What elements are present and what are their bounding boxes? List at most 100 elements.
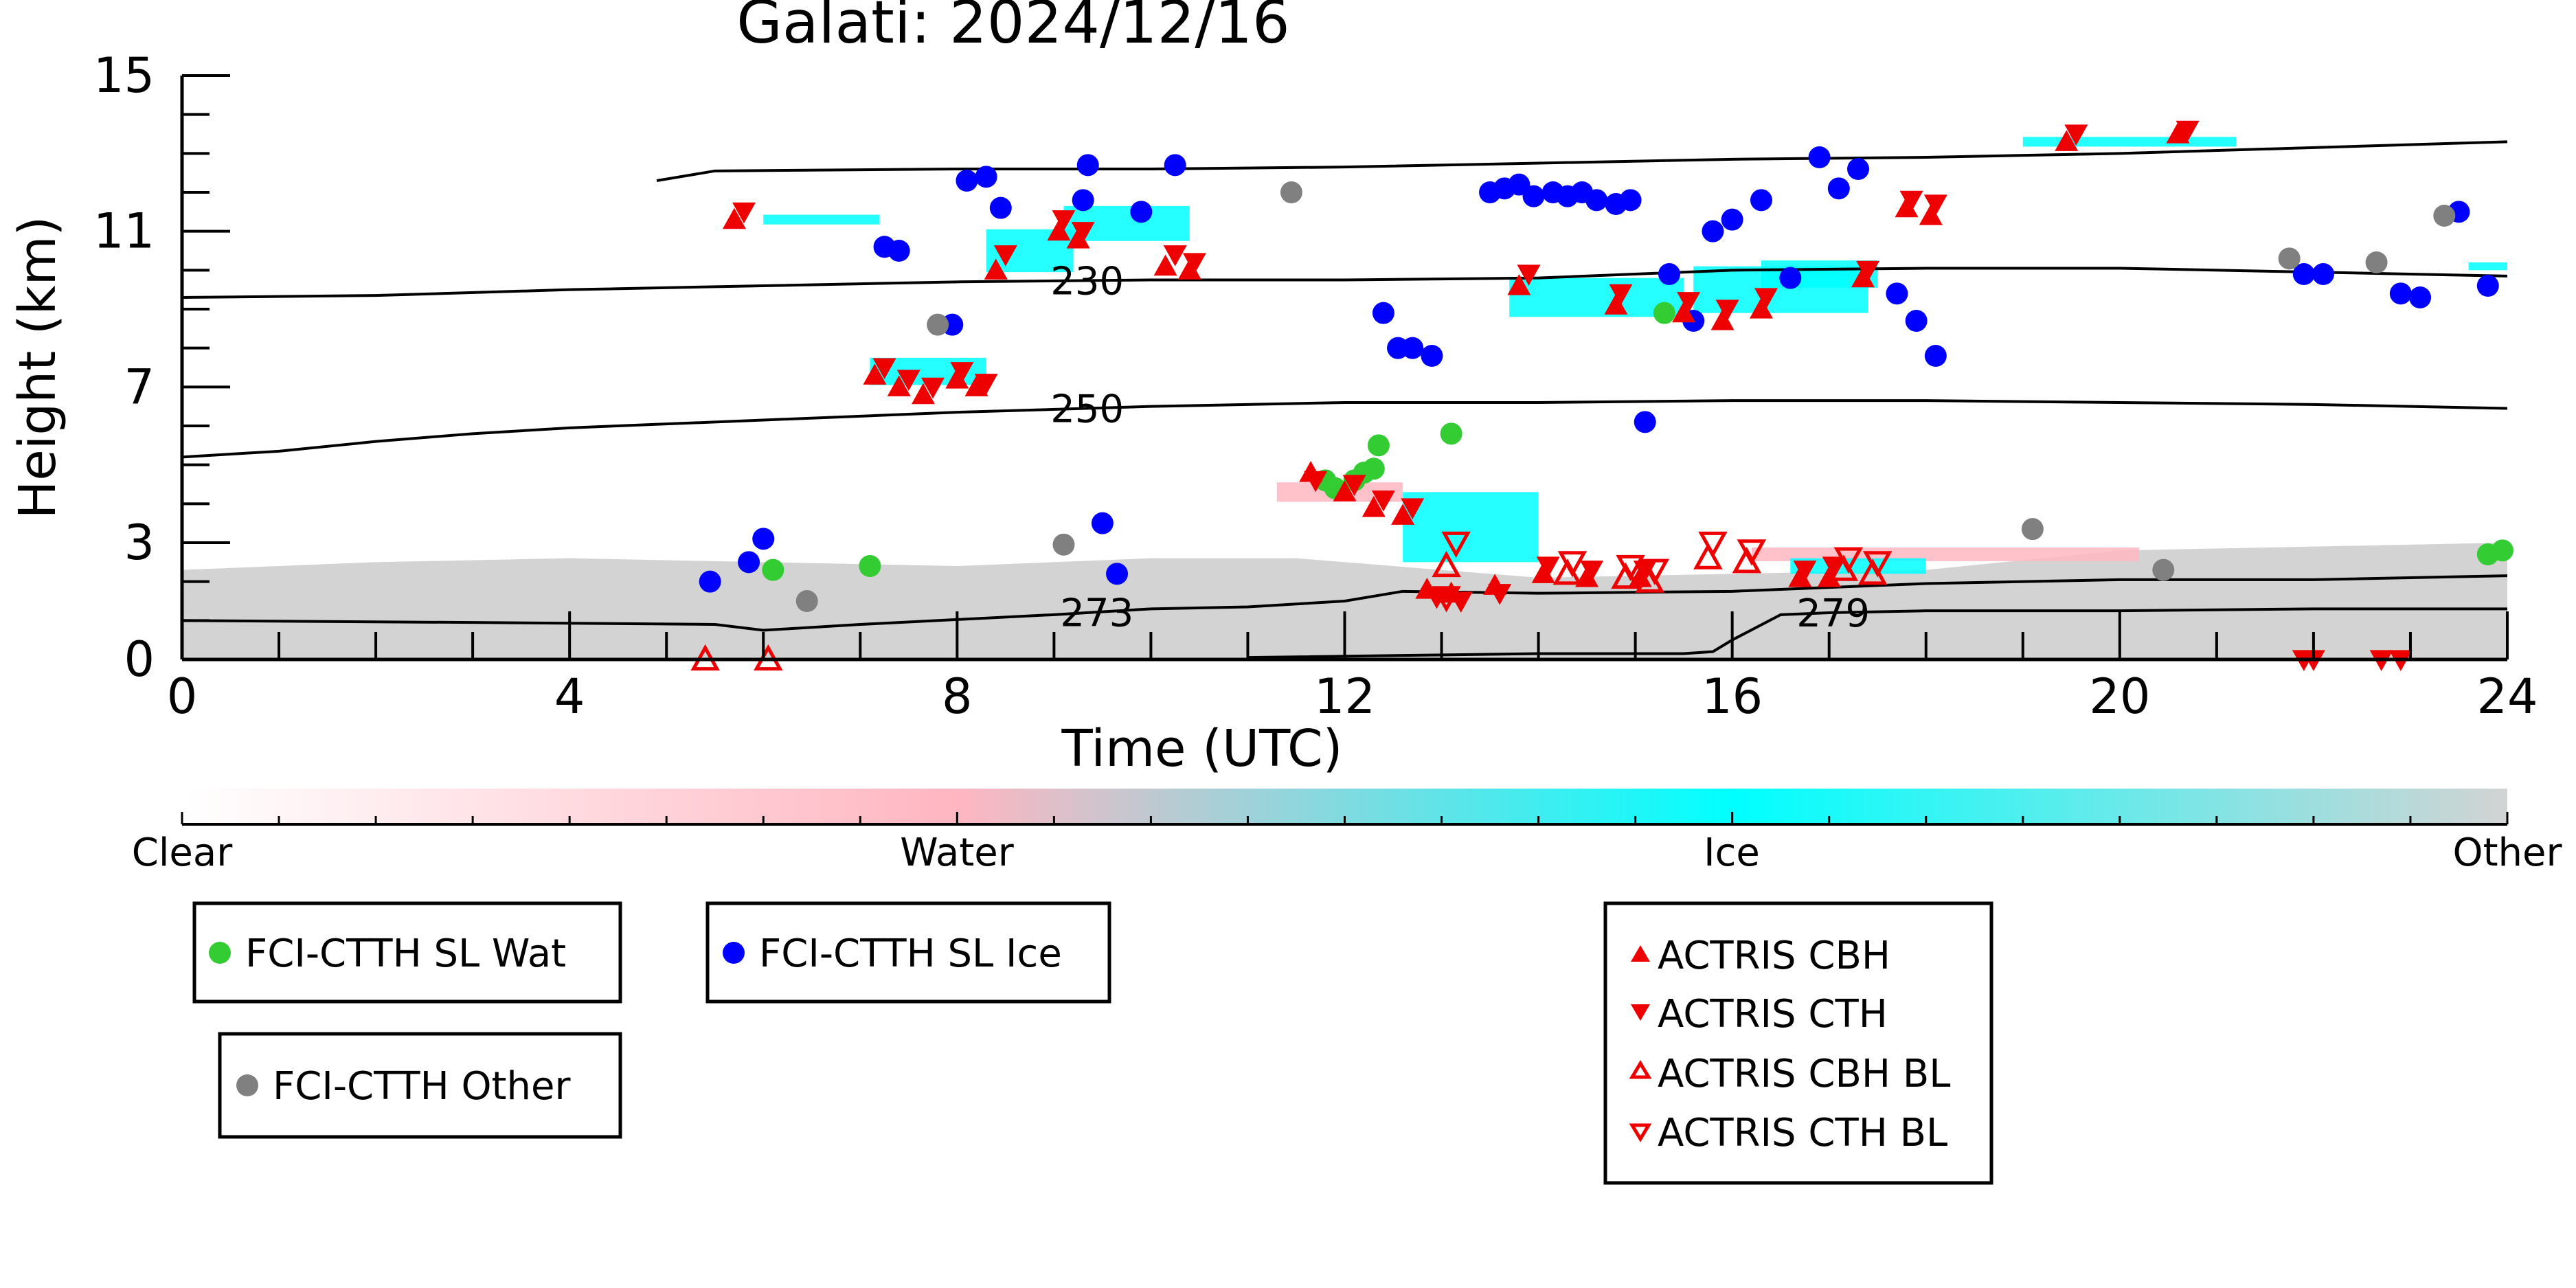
point-fci-ctth-sl-ice-13 <box>1130 201 1153 223</box>
point-actris-cbh-26 <box>1788 566 1812 587</box>
point-fci-ctth-sl-ice-39 <box>1886 282 1908 305</box>
x-tick-label-24: 24 <box>2476 668 2538 725</box>
legend-label-wat: FCI-CTTH SL Wat <box>245 931 566 976</box>
cloud-mask-layer <box>182 137 2507 659</box>
point-actris-cbh-12 <box>1333 480 1357 501</box>
point-actris-cth-14 <box>1401 498 1425 519</box>
contour-line-2 <box>182 574 2507 632</box>
point-actris-cbh-2 <box>887 375 911 396</box>
point-fci-ctth-sl-ice-30 <box>1658 263 1680 285</box>
y-tick-label-3: 3 <box>124 515 155 571</box>
point-actris-cth-17 <box>1488 584 1512 605</box>
point-actris-cbh-18 <box>1507 274 1531 295</box>
point-actris-cth-18 <box>1517 264 1541 286</box>
point-actris-cbh-3 <box>911 383 935 405</box>
point-fci-ctth-other-2 <box>1052 533 1075 556</box>
temperature-contours <box>182 140 2507 659</box>
legend-box-ice: FCI-CTTH SL Ice <box>705 901 1111 1004</box>
point-actris-cbh-6 <box>984 258 1008 280</box>
point-fci-ctth-sl-ice-35 <box>1779 267 1802 289</box>
chart-title: Galati: 2024/12/16 <box>736 0 1290 57</box>
point-fci-ctth-sl-ice-18 <box>1421 345 1443 367</box>
point-fci-ctth-sl-ice-47 <box>2476 275 2499 297</box>
point-actris-cth-1 <box>872 358 896 379</box>
point-actris-cth-12 <box>1342 475 1366 496</box>
point-actris-cth-26 <box>1793 561 1817 582</box>
point-fci-ctth-sl-ice-2 <box>752 528 775 550</box>
point-actris-cth-10 <box>1182 253 1206 274</box>
point-fci-ctth-sl-ice-4 <box>888 240 910 262</box>
cloud-region-12 <box>2468 262 2507 271</box>
legend-marker-cth-bl <box>1629 1123 1652 1142</box>
x-tick-label-0: 0 <box>167 668 198 725</box>
point-actris-cth-22 <box>1633 561 1657 582</box>
cloud-region-3 <box>1403 492 1539 563</box>
point-actris-cbh-7 <box>1047 219 1071 241</box>
legend: FCI-CTTH SL Wat FCI-CTTH SL Ice FCI-CTTH… <box>192 901 1993 1185</box>
point-fci-ctth-sl-ice-7 <box>975 166 997 188</box>
point-fci-ctth-sl-ice-45 <box>2409 286 2432 308</box>
point-fci-ctth-sl-wat-1 <box>859 555 881 577</box>
x-tick-label-12: 12 <box>1314 668 1375 725</box>
point-fci-ctth-sl-ice-42 <box>2292 263 2315 285</box>
point-fci-ctth-sl-ice-12 <box>1106 563 1129 585</box>
point-actris-cth-21 <box>1609 284 1633 306</box>
point-fci-ctth-other-3 <box>1280 181 1302 203</box>
legend-label-ice: FCI-CTTH SL Ice <box>759 931 1062 976</box>
point-fci-ctth-sl-ice-36 <box>1808 146 1831 168</box>
point-actris-cbh-0 <box>722 207 746 229</box>
point-actris-cbh-13 <box>1362 496 1386 517</box>
point-actris-cbh-14 <box>1391 504 1415 525</box>
legend-marker-cbh <box>1631 945 1650 962</box>
point-fci-ctth-other-4 <box>2021 518 2044 541</box>
point-fci-ctth-sl-ice-32 <box>1702 220 1724 242</box>
contour-label-279: 279 <box>1796 591 1870 636</box>
point-actris-cth-19 <box>1536 556 1560 578</box>
point-actris-cth-0 <box>732 202 756 224</box>
y-tick-label-0: 0 <box>124 631 155 688</box>
point-fci-ctth-sl-ice-8 <box>989 196 1012 219</box>
point-actris-cth-bl-1 <box>1441 531 1471 558</box>
point-fci-ctth-sl-ice-6 <box>956 170 978 192</box>
contour-line-0 <box>182 267 2507 299</box>
point-fci-ctth-other-0 <box>795 590 818 612</box>
cloud-region-10 <box>1751 547 2140 561</box>
point-fci-ctth-sl-ice-22 <box>1522 185 1545 207</box>
point-actris-cth-6 <box>993 245 1017 267</box>
colorbar: Clear Water Ice Other <box>132 789 2562 875</box>
point-actris-cbh-23 <box>1672 301 1696 323</box>
x-axis-label: Time (UTC) <box>1061 719 1342 778</box>
legend-box-actris: ACTRIS CBH ACTRIS CTH ACTRIS CBH BL ACTR… <box>1603 901 1993 1185</box>
point-actris-cbh-bl-2 <box>1432 550 1461 578</box>
point-actris-cth-3 <box>921 377 945 399</box>
point-actris-cth-bl-4 <box>1640 558 1670 585</box>
point-actris-cbh-24 <box>1710 309 1735 330</box>
point-actris-cbh-25 <box>1749 297 1773 319</box>
x-tick-label-4: 4 <box>554 668 585 725</box>
point-fci-ctth-sl-ice-37 <box>1827 177 1850 200</box>
point-actris-cth-23 <box>1677 292 1701 313</box>
contour-line-1 <box>182 399 2507 459</box>
point-actris-cbh-1 <box>863 363 887 385</box>
point-fci-ctth-sl-ice-9 <box>1072 189 1094 212</box>
point-actris-cth-bl-3 <box>1616 554 1645 582</box>
point-actris-cth-15 <box>1425 587 1449 609</box>
point-actris-cth-bl-5 <box>1698 531 1728 558</box>
legend-label-cth: ACTRIS CTH <box>1658 992 1888 1037</box>
x-tick-label-16: 16 <box>1702 668 1763 725</box>
y-axis-label: Height (km) <box>8 216 67 519</box>
point-actris-cth-4 <box>950 362 974 383</box>
point-actris-cbh-27 <box>1817 566 1841 587</box>
point-fci-ctth-sl-ice-33 <box>1721 208 1743 231</box>
point-actris-cth-24 <box>1715 300 1739 321</box>
point-fci-ctth-sl-wat-8 <box>1440 422 1462 445</box>
point-actris-cth-bl-6 <box>1737 539 1767 566</box>
point-actris-cbh-31 <box>2055 130 2079 151</box>
point-fci-ctth-sl-wat-11 <box>2491 539 2513 562</box>
y-tick-label-11: 11 <box>93 203 155 260</box>
point-actris-cbh-29 <box>1895 196 1919 218</box>
point-actris-cth-11 <box>1304 471 1328 493</box>
legend-marker-cbh-bl <box>1629 1060 1652 1079</box>
cloud-height-markers: 230 250 273 279 <box>690 120 2513 671</box>
